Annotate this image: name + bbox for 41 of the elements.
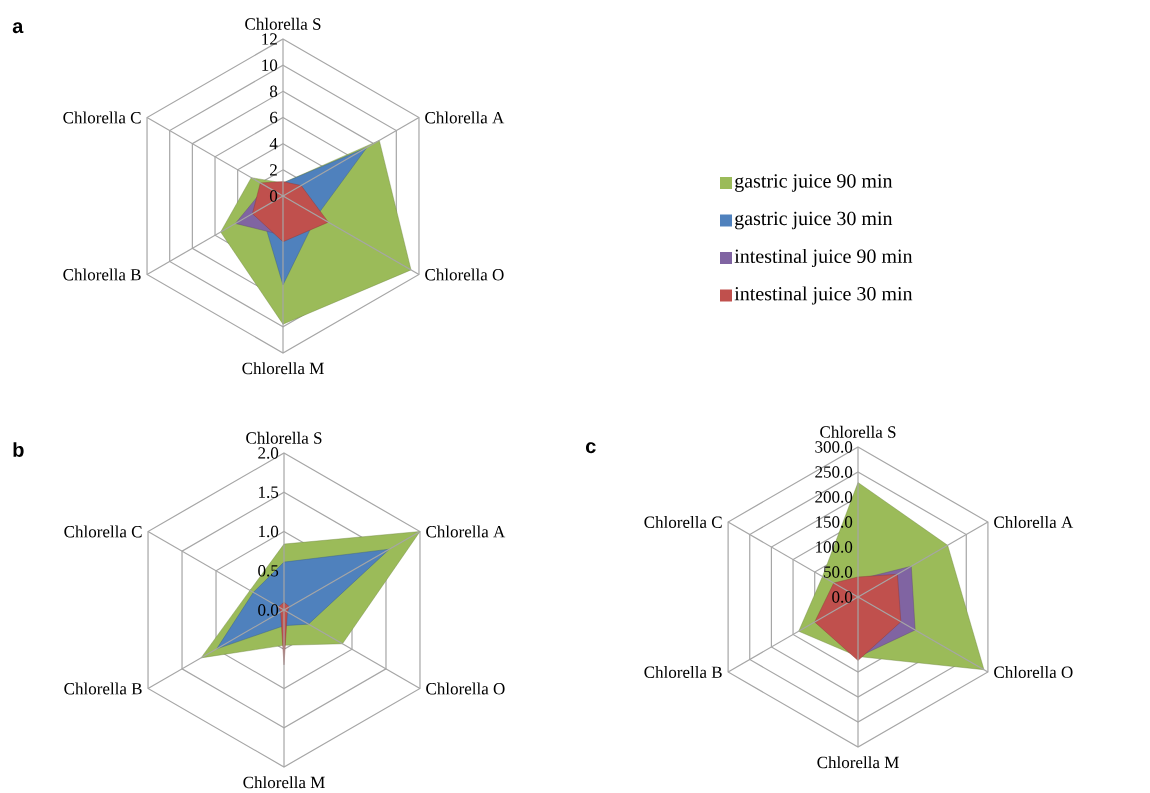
y-tick-label: 10	[262, 59, 278, 71]
spoke-label: Chlorella B	[644, 666, 722, 678]
text: c	[585, 442, 596, 454]
spoke-label: Chlorella M	[243, 776, 325, 789]
spoke-label: Chlorella A	[425, 111, 505, 124]
y-tick-label: 0	[269, 190, 278, 202]
spoke-label: Chlorella M	[242, 362, 324, 375]
y-tick-label: 2	[270, 164, 277, 176]
y-tick-label: 8	[269, 85, 278, 98]
legend-label: gastric juice 30 min	[735, 211, 893, 230]
spoke-label: Chlorella C	[64, 525, 142, 538]
y-tick-label: 6	[270, 111, 278, 124]
y-tick-label: 0.0	[832, 591, 853, 603]
y-tick-label: 4	[269, 138, 278, 150]
y-tick-label: 0.0	[258, 604, 279, 616]
spoke-label: Chlorella B	[63, 268, 141, 281]
y-tick-label: 200.0	[815, 491, 853, 503]
spoke-label: Chlorella A	[994, 516, 1074, 528]
legend-label: gastric juice 90 min	[735, 174, 893, 192]
y-tick-label: 1.0	[259, 525, 279, 538]
y-tick-label: 2.0	[258, 447, 279, 459]
spoke-label: Chlorella S	[246, 431, 322, 444]
spoke-label: Chlorella M	[817, 756, 899, 769]
chart-title: a	[12, 22, 24, 34]
spoke-label: Chlorella S	[245, 17, 321, 30]
spoke-label: Chlorella S	[820, 425, 896, 438]
spoke-label: Chlorella C	[644, 516, 722, 528]
y-tick-label: 50.0	[824, 566, 853, 578]
y-tick-label: 1.5	[259, 486, 279, 498]
legend-label: intestinal juice 30 min	[734, 286, 913, 305]
y-tick-label: 12	[262, 33, 277, 45]
spoke-label: Chlorella O	[426, 682, 505, 695]
spoke-label: Chlorella C	[63, 111, 141, 124]
y-tick-label: 300.0	[815, 441, 853, 453]
legend-label: intestinal juice 90 min	[734, 248, 913, 268]
y-tick-label: 250.0	[815, 466, 853, 478]
spoke-label: Chlorella O	[994, 666, 1073, 678]
spoke-label: Chlorella O	[425, 268, 504, 281]
spoke-label: Chlorella B	[64, 682, 142, 695]
chart-title: b	[13, 442, 24, 457]
spoke-label: Chlorella A	[426, 525, 506, 538]
